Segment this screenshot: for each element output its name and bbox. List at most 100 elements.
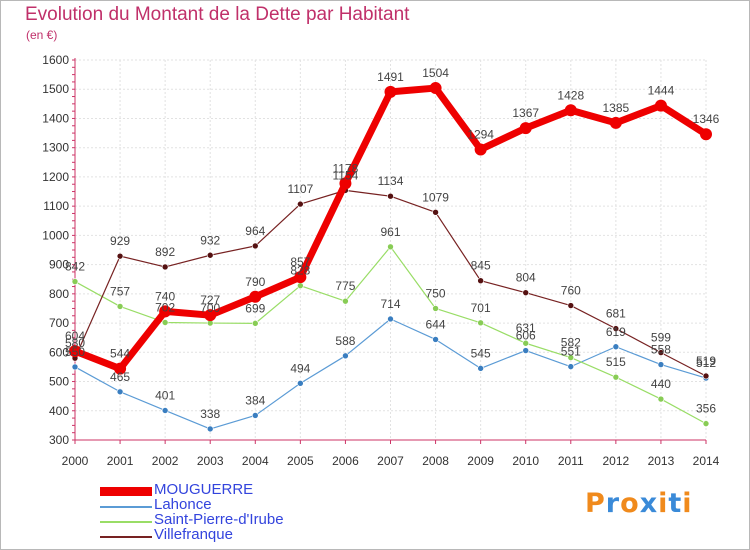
data-point (657, 361, 665, 368)
chart-unit: (en €) (26, 28, 58, 42)
data-label: 465 (110, 370, 130, 384)
data-point (477, 319, 484, 327)
x-tick-label: 2008 (422, 454, 449, 468)
data-label: 604 (65, 329, 85, 343)
data-point (609, 116, 622, 129)
data-point (69, 345, 81, 358)
data-label: 828 (290, 264, 310, 278)
data-point (71, 363, 79, 371)
data-point (474, 143, 487, 156)
data-label: 384 (245, 393, 265, 407)
data-label: 714 (380, 297, 400, 311)
data-label: 727 (200, 293, 220, 307)
data-label: 558 (651, 343, 671, 357)
data-label: 790 (245, 275, 265, 289)
data-label: 932 (200, 233, 220, 247)
data-point (387, 315, 394, 323)
data-point (612, 343, 620, 351)
data-point (567, 354, 575, 361)
x-tick-label: 2001 (107, 454, 134, 468)
data-label: 1491 (377, 70, 404, 84)
logo-letter: r (605, 488, 621, 519)
data-point (564, 104, 577, 117)
data-label: 545 (471, 346, 491, 360)
x-tick-label: 2011 (558, 454, 584, 468)
data-point (251, 412, 259, 419)
data-label: 804 (516, 271, 536, 285)
data-label: 929 (110, 234, 130, 248)
data-label: 681 (606, 307, 626, 321)
data-label: 1504 (422, 66, 449, 80)
data-label: 356 (696, 402, 716, 416)
data-label: 740 (155, 289, 175, 303)
data-label: 606 (516, 329, 536, 343)
data-label: 964 (245, 224, 265, 238)
data-point (702, 420, 710, 427)
x-tick-label: 2000 (62, 454, 89, 468)
data-point (251, 320, 259, 327)
data-point (702, 372, 710, 380)
x-tick-label: 2006 (332, 454, 359, 468)
chart-title: Evolution du Montant de la Dette par Hab… (25, 4, 410, 25)
data-label: 1385 (603, 101, 630, 115)
x-tick-label: 2005 (287, 454, 314, 468)
data-point (297, 282, 304, 289)
data-point (161, 263, 169, 271)
data-point (204, 309, 217, 322)
data-point (206, 425, 214, 433)
data-label: 1079 (422, 190, 449, 204)
legend-label: MOUGUERRE (154, 481, 254, 498)
data-label: 1367 (512, 106, 539, 120)
data-label: 582 (561, 336, 581, 350)
legend-swatch (100, 506, 152, 508)
y-tick-label: 1600 (42, 53, 69, 67)
data-point (522, 289, 530, 296)
data-label: 551 (561, 345, 581, 359)
data-label: 588 (335, 334, 355, 348)
y-tick-label: 1200 (42, 170, 69, 184)
y-tick-label: 800 (49, 287, 69, 301)
data-label: 644 (426, 317, 446, 331)
data-label: 544 (110, 347, 130, 361)
data-point (159, 305, 172, 318)
data-point (114, 362, 127, 375)
data-label: 760 (561, 284, 581, 298)
legend-label: Saint-Pierre-d'Irube (154, 511, 284, 528)
y-tick-label: 1300 (42, 141, 69, 155)
data-label: 401 (155, 388, 175, 402)
data-label: 701 (471, 301, 491, 315)
data-label: 1346 (693, 112, 720, 126)
data-label: 1428 (557, 88, 584, 102)
data-point (519, 122, 532, 135)
axes: 300 400 500 600 700 800 900 1000 1100 1200 1300 140… (42, 53, 719, 468)
data-label: 1107 (287, 182, 313, 196)
data-label: 512 (696, 356, 716, 370)
y-tick-label: 1100 (43, 199, 69, 213)
data-point (387, 192, 394, 200)
data-point (612, 325, 620, 332)
y-tick-label: 900 (49, 258, 69, 272)
data-label: 845 (471, 259, 491, 273)
data-label: 1294 (467, 127, 494, 141)
legend-swatch (100, 487, 152, 496)
legend-label: Lahonce (154, 496, 212, 513)
data-point (297, 379, 304, 387)
data-point (567, 363, 575, 370)
data-label: 842 (65, 260, 85, 274)
data-point (432, 208, 439, 216)
data-label: 440 (651, 377, 671, 391)
data-point (432, 305, 439, 312)
data-label: 892 (155, 245, 175, 259)
data-label: 550 (65, 345, 85, 359)
data-point (294, 271, 307, 284)
x-tick-label: 2010 (512, 454, 539, 468)
data-label: 961 (380, 225, 400, 239)
data-point (384, 85, 397, 98)
data-point (522, 347, 530, 354)
data-label: 619 (606, 325, 626, 339)
data-point (161, 319, 169, 326)
x-tick-label: 2004 (242, 454, 269, 468)
series-lines (69, 82, 712, 433)
data-label: 1154 (333, 168, 359, 182)
